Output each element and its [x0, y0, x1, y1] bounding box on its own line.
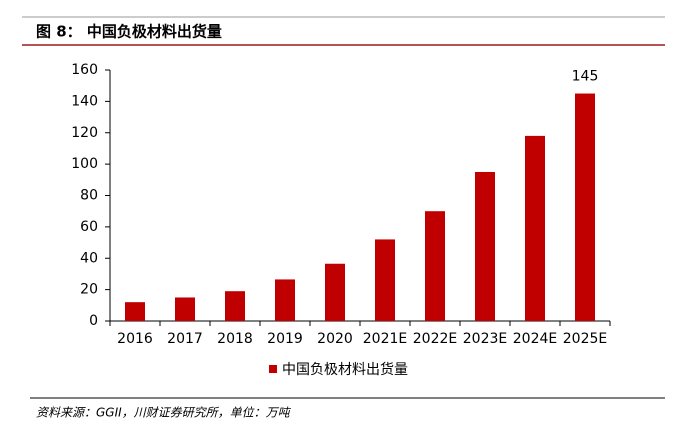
y-tick-label: 0 — [89, 313, 98, 329]
y-tick-label: 60 — [80, 219, 98, 235]
y-tick-label: 140 — [71, 93, 98, 109]
legend-swatch — [269, 365, 277, 373]
source: 资料来源：GGII，川财证券研究所，单位：万吨 — [36, 406, 292, 420]
y-tick-label: 160 — [71, 62, 98, 78]
bar — [425, 211, 445, 321]
y-tick-label: 100 — [71, 156, 98, 172]
x-tick-label: 2025E — [563, 331, 607, 347]
x-tick-label: 2018 — [217, 331, 253, 347]
x-tick-label: 2016 — [117, 331, 153, 347]
bar — [575, 93, 595, 321]
x-tick-label: 2022E — [413, 331, 457, 347]
y-tick-label: 120 — [71, 125, 98, 141]
y-tick-label: 40 — [80, 250, 98, 266]
x-tick-label: 2021E — [363, 331, 407, 347]
bar — [275, 279, 295, 321]
x-tick-label: 2024E — [513, 331, 557, 347]
bar — [175, 297, 195, 321]
bar — [225, 291, 245, 321]
bar — [375, 239, 395, 321]
y-tick-label: 20 — [80, 282, 98, 298]
x-tick-label: 2017 — [167, 331, 203, 347]
x-tick-label: 2019 — [267, 331, 303, 347]
legend-label: 中国负极材料出货量 — [282, 361, 408, 378]
bar — [325, 263, 345, 321]
bar — [525, 135, 545, 321]
value-label: 145 — [572, 69, 599, 85]
y-tick-label: 80 — [80, 188, 98, 204]
x-tick-label: 2023E — [463, 331, 507, 347]
chart-title: 图 8： 中国负极材料出货量 — [36, 23, 222, 41]
bar — [125, 302, 145, 321]
x-tick-label: 2020 — [317, 331, 353, 347]
bar — [475, 171, 495, 321]
